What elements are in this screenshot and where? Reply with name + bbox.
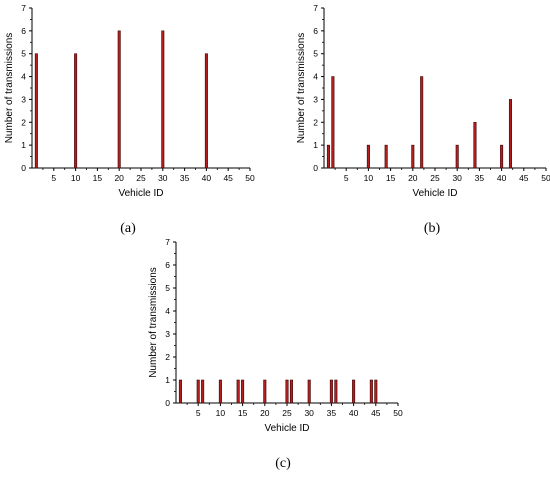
bar: [331, 76, 335, 169]
y-tick-label: 6: [21, 26, 26, 36]
bar: [500, 144, 504, 169]
bar: [374, 379, 378, 404]
y-tick-label: 4: [21, 72, 26, 82]
bar: [263, 379, 267, 404]
y-tick-label: 5: [165, 283, 170, 293]
y-tick-label: 5: [313, 49, 318, 59]
bar: [473, 121, 477, 169]
y-tick-label: 2: [313, 117, 318, 127]
bar: [34, 53, 38, 169]
y-tick-label: 0: [313, 163, 318, 173]
x-tick-label: 10: [71, 173, 81, 183]
x-tick-label: 15: [386, 173, 396, 183]
bar: [289, 379, 293, 404]
x-tick-label: 45: [223, 173, 233, 183]
y-tick-label: 1: [313, 140, 318, 150]
y-tick-label: 4: [313, 72, 318, 82]
x-tick-label: 50: [541, 173, 550, 183]
y-axis-label: Number of transmissions: [148, 267, 159, 378]
x-tick-label: 50: [393, 408, 403, 418]
x-tick-label: 30: [452, 173, 462, 183]
bar: [329, 379, 333, 404]
x-tick-label: 20: [114, 173, 124, 183]
y-axis-label: Number of transmissions: [296, 33, 307, 144]
subfigure-caption: (a): [120, 221, 136, 236]
x-axis-label: Vehicle ID: [264, 423, 309, 434]
y-tick-label: 7: [165, 237, 170, 247]
x-tick-label: 35: [475, 173, 485, 183]
y-tick-label: 6: [313, 26, 318, 36]
x-axis-label: Vehicle ID: [412, 188, 457, 199]
y-tick-label: 4: [165, 306, 170, 316]
y-tick-label: 1: [21, 140, 26, 150]
bar: [161, 30, 165, 169]
bar: [508, 99, 513, 169]
y-tick-label: 0: [165, 398, 170, 408]
bar: [201, 379, 205, 404]
bar: [352, 379, 356, 404]
x-tick-label: 25: [282, 408, 292, 418]
y-axis-label: Number of transmissions: [4, 33, 15, 144]
x-tick-label: 45: [371, 408, 381, 418]
bar: [236, 379, 240, 404]
x-tick-label: 5: [51, 173, 56, 183]
x-tick-label: 25: [136, 173, 146, 183]
x-tick-label: 15: [238, 408, 248, 418]
y-tick-label: 7: [313, 3, 318, 13]
bar: [455, 144, 459, 169]
x-tick-label: 10: [364, 173, 374, 183]
y-tick-label: 3: [313, 94, 318, 104]
x-tick-label: 15: [93, 173, 103, 183]
bar: [117, 30, 121, 169]
y-tick-label: 6: [165, 260, 170, 270]
y-tick-label: 3: [165, 329, 170, 339]
y-tick-label: 7: [21, 3, 26, 13]
bar: [411, 144, 415, 169]
x-tick-label: 50: [245, 173, 255, 183]
x-tick-label: 30: [158, 173, 168, 183]
x-tick-label: 10: [216, 408, 226, 418]
bar: [369, 379, 373, 404]
x-tick-label: 35: [180, 173, 190, 183]
y-tick-label: 1: [165, 375, 170, 385]
y-tick-label: 0: [21, 163, 26, 173]
x-tick-label: 20: [408, 173, 418, 183]
bar: [384, 144, 388, 169]
bar: [420, 76, 424, 169]
x-tick-label: 35: [327, 408, 337, 418]
subfigure-caption: (c): [275, 456, 291, 471]
x-axis-label: Vehicle ID: [118, 188, 163, 199]
bar: [74, 53, 78, 169]
bar: [204, 53, 208, 169]
bar: [196, 379, 200, 404]
x-tick-label: 40: [349, 408, 359, 418]
y-tick-label: 2: [21, 117, 26, 127]
x-tick-label: 40: [497, 173, 507, 183]
bar: [218, 379, 222, 404]
bar: [307, 379, 311, 404]
x-tick-label: 5: [344, 173, 349, 183]
bar: [366, 144, 370, 169]
x-tick-label: 45: [519, 173, 529, 183]
bar: [178, 379, 182, 404]
y-tick-label: 5: [21, 49, 26, 59]
bar: [285, 379, 289, 404]
y-tick-label: 2: [165, 352, 170, 362]
bar: [241, 379, 245, 404]
bar: [334, 379, 338, 404]
y-tick-label: 3: [21, 94, 26, 104]
x-tick-label: 25: [430, 173, 440, 183]
x-tick-label: 40: [202, 173, 212, 183]
subfigure-caption: (b): [424, 221, 441, 236]
x-tick-label: 30: [304, 408, 314, 418]
x-tick-label: 5: [196, 408, 201, 418]
bar: [326, 144, 330, 169]
x-tick-label: 20: [260, 408, 270, 418]
